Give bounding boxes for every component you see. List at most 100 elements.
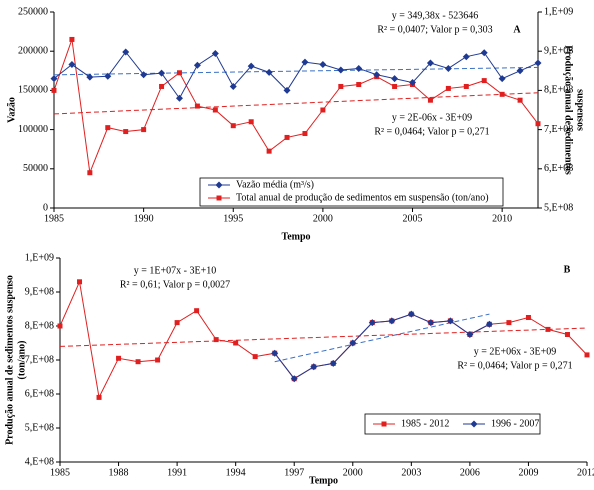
x-tick-label: 1997 [284,467,304,478]
point [337,66,345,74]
legend-marker [381,421,387,427]
point [265,68,273,76]
point [391,75,399,83]
point [525,315,531,320]
y-tick-label: 100000 [18,124,48,135]
point [409,79,417,87]
point [516,67,524,75]
series-line [53,51,539,100]
point [194,308,200,314]
trend-line [53,66,539,76]
legend-marker [216,195,222,201]
point [356,82,362,88]
point [123,129,129,135]
y-tick-label: 9,E+08 [25,286,54,297]
point [446,317,454,325]
series-line [59,280,588,399]
y-axis-title: (ton/ano) [16,341,27,380]
x-tick-label: 2005 [403,213,423,224]
x-tick-label: 2006 [460,467,480,478]
y2-tick-label: 6,E+08 [544,163,573,174]
trend-line [59,327,588,347]
point [445,85,451,91]
legend-label: Total anual de produção de sedimentos em… [236,192,489,203]
point [248,119,254,125]
point [176,70,182,76]
point [373,71,381,79]
point [534,59,542,67]
legend-label: 1985 - 2012 [401,418,449,429]
panel-label: A [513,24,521,35]
legend-label: 1996 - 2007 [491,418,539,429]
x-tick-label: 1995 [223,213,243,224]
point [368,319,376,327]
point [135,359,141,365]
point [329,359,337,367]
point [68,61,76,69]
y2-tick-label: 5,E+08 [544,202,573,213]
point [51,87,57,93]
point [426,59,434,67]
y-tick-label: 5,E+08 [25,422,54,433]
legend-label: Vazão média (m³/s) [236,179,314,190]
y-axis-title: Vazão [6,97,17,123]
point [96,394,102,400]
annotation: y = 2E-06x - 3E+09 [392,112,472,123]
point [230,123,236,129]
point [50,75,58,83]
y2-tick-label: 7,E+08 [544,124,573,135]
point [77,279,83,285]
point [427,97,433,103]
trend-line [53,92,539,115]
point [212,107,218,113]
legend-marker [215,181,223,189]
point [355,64,363,72]
x-tick-label: 2000 [313,213,333,224]
point [271,349,279,357]
x-tick-label: 2010 [492,213,512,224]
y-axis-title: Produção anual de sedimentos suspenso [4,275,15,445]
annotation: y = 349,38x - 523646 [392,10,478,21]
point [388,317,396,325]
point [480,49,488,57]
x-tick-label: 1985 [44,213,64,224]
y-tick-label: 4,E+08 [25,456,54,467]
x-tick-label: 2012 [577,467,594,478]
point [141,127,147,133]
point [564,332,570,337]
point [155,357,161,363]
point [233,340,239,346]
y-tick-label: 150000 [18,85,48,96]
x-tick-label: 2000 [343,467,363,478]
point [407,310,415,318]
panel-label: B [564,264,571,275]
x-tick-label: 2009 [518,467,538,478]
y-tick-label: 7,E+08 [25,354,54,365]
legend-marker [470,420,478,428]
y-tick-label: 250000 [18,6,48,17]
point [310,363,318,371]
point [159,83,165,89]
point [86,73,94,81]
point [320,107,326,113]
x-tick-label: 1994 [226,467,246,478]
point [301,58,309,66]
y2-tick-label: 1,E+09 [544,6,573,17]
point [535,121,541,127]
point [247,62,255,70]
point [211,50,219,58]
point [175,94,183,102]
point [463,83,469,89]
annotation: y = 2E+06x - 3E+09 [474,346,556,357]
point [319,61,327,69]
point [498,75,506,83]
y-tick-label: 8,E+08 [25,320,54,331]
x-tick-label: 1985 [50,467,70,478]
point [266,148,272,154]
y2-axis-title: suspensos [575,89,586,131]
point [69,36,75,42]
x-axis-title: Tempo [281,231,310,242]
point [485,320,493,328]
point [252,354,258,360]
